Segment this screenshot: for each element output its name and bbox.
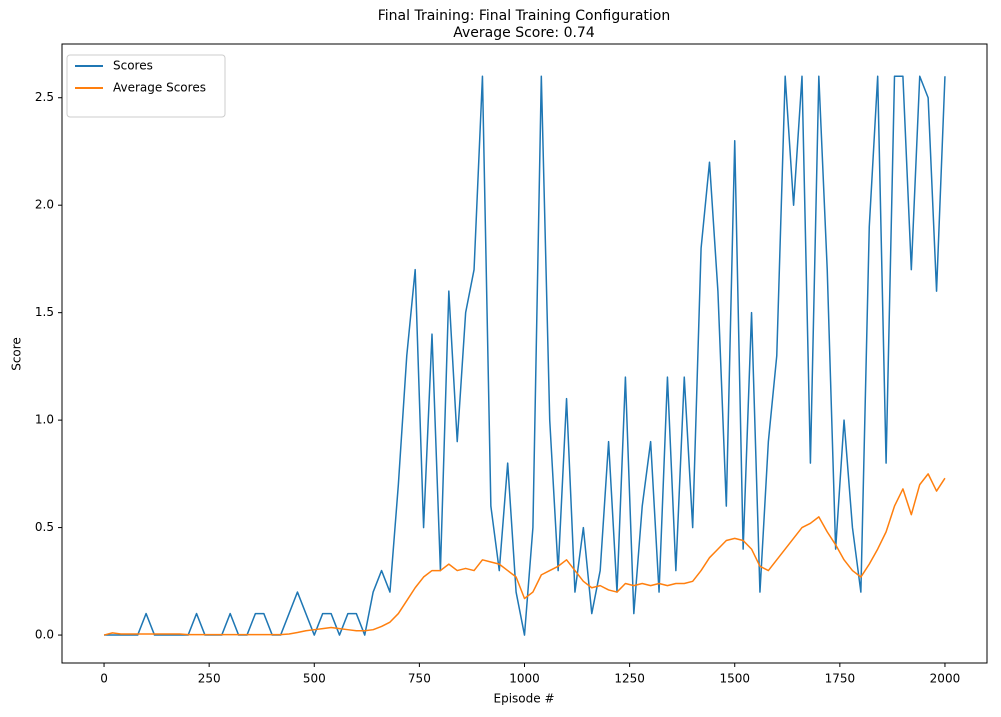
legend-label: Scores	[113, 59, 153, 73]
plot-frame	[61, 43, 988, 664]
y-tick-label: 1.0	[35, 413, 54, 427]
x-tick-label: 1750	[825, 672, 856, 686]
x-tick-label: 250	[198, 672, 221, 686]
chart-title: Final Training: Final Training Configura…	[378, 8, 670, 24]
x-tick-label: 500	[303, 672, 326, 686]
x-tick-label: 1000	[509, 672, 540, 686]
x-tick-label: 1500	[719, 672, 750, 686]
x-tick-label: 1250	[614, 672, 645, 686]
chart-subtitle: Average Score: 0.74	[453, 25, 595, 41]
x-tick-label: 2000	[930, 672, 961, 686]
y-axis-label: Score	[10, 337, 24, 371]
series-line	[103, 473, 946, 636]
legend-label: Average Scores	[113, 81, 206, 95]
series-line	[104, 75, 946, 636]
y-tick-label: 2.0	[35, 198, 54, 212]
x-axis-label: Episode #	[494, 692, 555, 706]
y-tick-label: 0.0	[35, 628, 54, 642]
y-tick-label: 2.5	[35, 90, 54, 104]
legend-box	[66, 54, 226, 118]
y-tick-label: 0.5	[35, 520, 54, 534]
y-tick-label: 1.5	[35, 305, 54, 319]
x-tick-label: 750	[408, 672, 431, 686]
x-tick-label: 0	[100, 672, 108, 686]
